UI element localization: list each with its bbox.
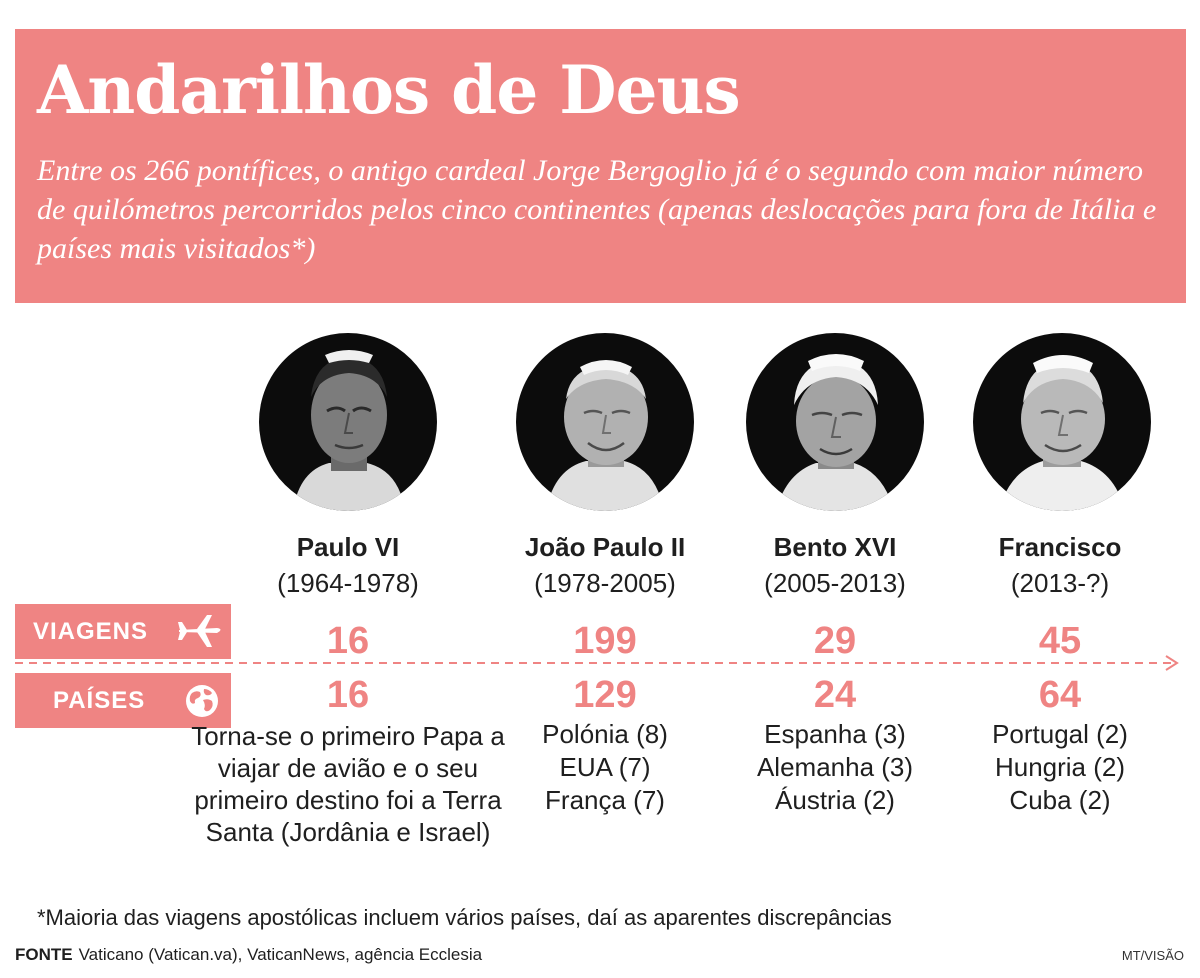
pope-years: (2013-?): [1010, 568, 1110, 598]
page-subtitle: Entre os 266 pontífices, o antigo cardea…: [37, 154, 1157, 265]
pope-name: Bento XVI: [773, 532, 897, 562]
header-banner: Andarilhos de Deus Entre os 266 pontífic…: [15, 29, 1186, 303]
viagens-count: 16: [326, 620, 370, 662]
paises-count: 24: [813, 674, 857, 716]
credit: MT/VISÃO: [1121, 948, 1184, 963]
paises-count: 129: [573, 674, 637, 716]
footnote: *Maioria das viagens apostólicas incluem…: [37, 905, 892, 930]
portrait-paulo-vi: [259, 333, 437, 511]
globe-icon: [184, 683, 220, 726]
source-text: Vaticano (Vatican.va), VaticanNews, agên…: [78, 945, 483, 964]
source-label: FONTE: [15, 945, 73, 964]
portrait-bento-xvi: [746, 333, 924, 511]
pope-name: Francisco: [998, 532, 1122, 562]
paises-label-box: PAÍSES: [15, 673, 231, 728]
portrait-joao-paulo-ii: [516, 333, 694, 511]
country-item: Hungria (2): [994, 752, 1126, 782]
country-item: Alemanha (3): [756, 752, 914, 782]
country-item: EUA (7): [559, 752, 651, 782]
paises-count: 64: [1038, 674, 1082, 716]
viagens-count: 199: [573, 620, 637, 662]
paises-label: PAÍSES: [53, 687, 146, 714]
portrait-francisco: [973, 333, 1151, 511]
country-item: Polónia (8): [542, 719, 668, 749]
country-item: Portugal (2): [992, 719, 1128, 749]
viagens-count: 29: [813, 620, 857, 662]
viagens-count: 45: [1038, 620, 1082, 662]
page-title: Andarilhos de Deus: [37, 51, 741, 129]
paises-count: 16: [326, 674, 370, 716]
country-item: França (7): [545, 785, 665, 815]
country-item: Áustria (2): [775, 785, 895, 815]
pope-name: Paulo VI: [296, 532, 400, 562]
dashed-arrow-divider: [15, 655, 1179, 671]
viagens-label: VIAGENS: [33, 618, 149, 645]
pope-years: (2005-2013): [764, 568, 906, 598]
source-line: FONTE Vaticano (Vatican.va), VaticanNews,…: [15, 943, 482, 967]
countries-list: Espanha (3) Alemanha (3) Áustria (2): [685, 718, 985, 817]
country-item: Espanha (3): [764, 719, 906, 749]
paulo-vi-note: Torna-se o primeiro Papa a viajar de avi…: [191, 721, 505, 847]
airplane-icon: [177, 613, 225, 656]
countries-list: Polónia (8) EUA (7) França (7): [455, 718, 755, 817]
pope-years: (1978-2005): [534, 568, 676, 598]
pope-years: (1964-1978): [277, 568, 419, 598]
pope-name: João Paulo II: [524, 532, 686, 562]
viagens-label-box: VIAGENS: [15, 604, 231, 659]
countries-list: Portugal (2) Hungria (2) Cuba (2): [910, 718, 1200, 817]
country-item: Cuba (2): [1009, 785, 1111, 815]
